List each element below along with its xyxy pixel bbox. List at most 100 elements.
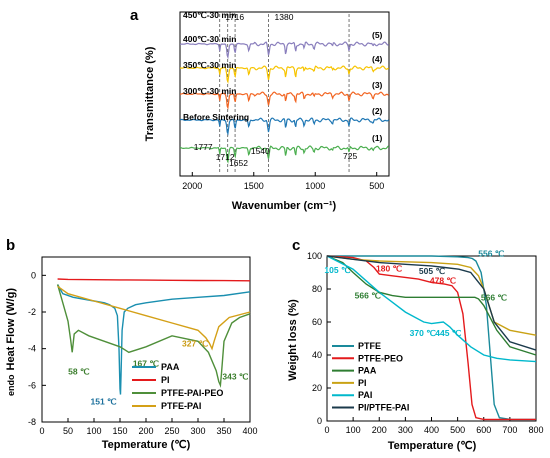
series-label-before-sintering: Before Sintering [183, 112, 249, 122]
panel-b-ylabel: endo Heat Flow (W/g) [5, 288, 17, 396]
panel-a-series [179, 41, 390, 164]
series-line-pi [57, 278, 251, 282]
x-tick-label-1500: 1500 [244, 181, 264, 191]
series-number-1: (1) [372, 133, 383, 143]
peak-label-1540: 1540 [251, 146, 270, 156]
legend-label-paa: PAA [161, 362, 180, 372]
spectrum-350-30-min [180, 91, 390, 110]
series-line-paa [326, 255, 537, 356]
x-tick-label-500: 500 [369, 181, 384, 191]
legend-label-pi: PI [358, 378, 367, 388]
annotation-566-4: 566 ℃ [355, 291, 382, 301]
x-tick-label-200: 200 [138, 426, 153, 436]
legend-label-ptfe-pai-peo: PTFE-PAI-PEO [161, 388, 223, 398]
panel-b-ylabel-prefix: endo [6, 374, 16, 396]
legend-label-ptfe-pai: PTFE-PAI [161, 401, 201, 411]
y-tick-label-60: 60 [312, 317, 322, 327]
x-tick-label-2000: 2000 [182, 181, 202, 191]
x-tick-label-100: 100 [86, 426, 101, 436]
spectrum-before-sintering [179, 145, 390, 164]
series-line-pai [326, 255, 537, 363]
series-number-3: (3) [372, 80, 383, 90]
y-tick-label--2: -2 [28, 307, 36, 317]
y-tick-label-20: 20 [312, 383, 322, 393]
series-line-ptfe-pai-peo [56, 284, 251, 389]
y-tick-label--6: -6 [28, 380, 36, 390]
series-line-ptfe [327, 255, 536, 421]
x-tick-label-100: 100 [346, 425, 361, 435]
annotation-180-3: 180 ℃ [376, 264, 403, 274]
spectrum-400-30-min [180, 65, 389, 85]
panel-c: c 0 100 200 300 400 500 600 700 800020406080100 … [287, 237, 544, 452]
x-tick-label-800: 800 [528, 425, 543, 435]
panel-b-label: b [6, 237, 15, 254]
series-number-2: (2) [372, 106, 383, 116]
x-tick-label-150: 150 [112, 426, 127, 436]
spectrum-300-30-min [179, 117, 390, 136]
panel-c-annotations: 556 ℃ 505 ℃ 105 ℃ 180 ℃ 566 ℃ 566 ℃ 478 ℃ 370 ℃… [324, 248, 507, 338]
x-tick-label-500: 500 [450, 425, 465, 435]
panel-c-ylabel: Weight loss (%) [287, 299, 299, 381]
series-line-ptfe-pai [57, 285, 251, 351]
panel-c-ticks: 0 100 200 300 400 500 600 700 800 0 20 40 60 80 100 [307, 251, 544, 435]
panel-b: b 0 50 100 150 200 250 300 350 400 0 -2 -4 -6 -8 58 ℃… [5, 237, 258, 451]
annotation-478-6: 478 ℃ [430, 276, 457, 286]
panel-a-dashed-lines [219, 14, 350, 174]
annotation-327: 327 ℃ [182, 339, 209, 349]
legend-label-pi-ptfe-pai: PI/PTFE-PAI [358, 403, 409, 413]
x-tick-label-400: 400 [424, 425, 439, 435]
annotation-343: 343 ℃ [222, 371, 249, 381]
y-tick-label--4: -4 [28, 344, 36, 354]
panel-b-legend: PAA PI PTFE-PAI-PEO PTFE-PAI [132, 362, 223, 411]
panel-b-ylabel-main: Heat Flow (W/g) [5, 288, 17, 371]
peak-label-1652: 1652 [229, 158, 248, 168]
legend-label-ptfe: PTFE [358, 341, 381, 351]
y-tick-label-100: 100 [307, 251, 322, 261]
peak-label-1716: 1716 [225, 12, 244, 22]
annotation-58: 58 ℃ [68, 366, 90, 376]
legend-label-pi: PI [161, 375, 170, 385]
x-tick-label-200: 200 [372, 425, 387, 435]
panel-a-xlabel: Wavenumber (cm⁻¹) [232, 200, 337, 212]
series-label-400-30-min: 400℃-30 min [183, 34, 237, 44]
peak-label-1777: 1777 [194, 142, 213, 152]
panel-a: a 2000 1500 1000 500 Before Sintering 300℃-3… [130, 7, 390, 212]
panel-a-x-ticks: 2000 1500 1000 500 [182, 172, 384, 191]
peak-label-725: 725 [343, 151, 357, 161]
annotation-370-7: 370 ℃ [410, 328, 437, 338]
series-label-450-30-min: 450℃-30 min [183, 10, 237, 20]
spectrum-450-30-min [179, 41, 389, 60]
panel-a-series-labels: Before Sintering 300℃-30 min 350℃-30 min 40… [183, 10, 249, 122]
x-tick-label-0: 0 [39, 426, 44, 436]
series-number-5: (5) [372, 30, 383, 40]
annotation-566-5: 566 ℃ [481, 292, 508, 302]
series-label-350-30-min: 350℃-30 min [183, 60, 237, 70]
panel-b-ticks: 0 50 100 150 200 250 300 350 400 0 -2 -4 -6 -8 [28, 270, 258, 436]
panel-a-ylabel: Transmittance (%) [144, 46, 156, 141]
x-tick-label-600: 600 [476, 425, 491, 435]
panel-b-series [56, 278, 251, 395]
annotation-105-2: 105 ℃ [324, 265, 351, 275]
panel-b-annotations: 58 ℃ 167 ℃ 151 ℃ 327 ℃ 343 ℃ [68, 339, 249, 407]
panel-c-series [326, 255, 537, 421]
panel-a-series-numbers: (1) (2) (3) (4) (5) [372, 30, 383, 143]
panel-c-label: c [292, 237, 300, 254]
panel-c-legend: PTFE PTFE-PEO PAA PI PAI PI/PTFE-PAI [332, 341, 409, 413]
y-tick-label-0: 0 [317, 416, 322, 426]
x-tick-label-0: 0 [324, 425, 329, 435]
series-label-300-30-min: 300℃-30 min [183, 86, 237, 96]
annotation-167: 167 ℃ [133, 358, 160, 368]
legend-label-ptfe-peo: PTFE-PEO [358, 353, 403, 363]
annotation-445-8: 445 ℃ [435, 328, 462, 338]
series-line-ptfe-peo [326, 255, 536, 421]
legend-label-pai: PAI [358, 390, 372, 400]
x-tick-label-400: 400 [242, 426, 257, 436]
x-tick-label-700: 700 [502, 425, 517, 435]
peak-label-1712: 1712 [216, 152, 235, 162]
y-tick-label-40: 40 [312, 350, 322, 360]
legend-label-paa: PAA [358, 366, 377, 376]
x-tick-label-50: 50 [63, 426, 73, 436]
panel-c-xlabel: Temperature (℃) [388, 440, 477, 452]
